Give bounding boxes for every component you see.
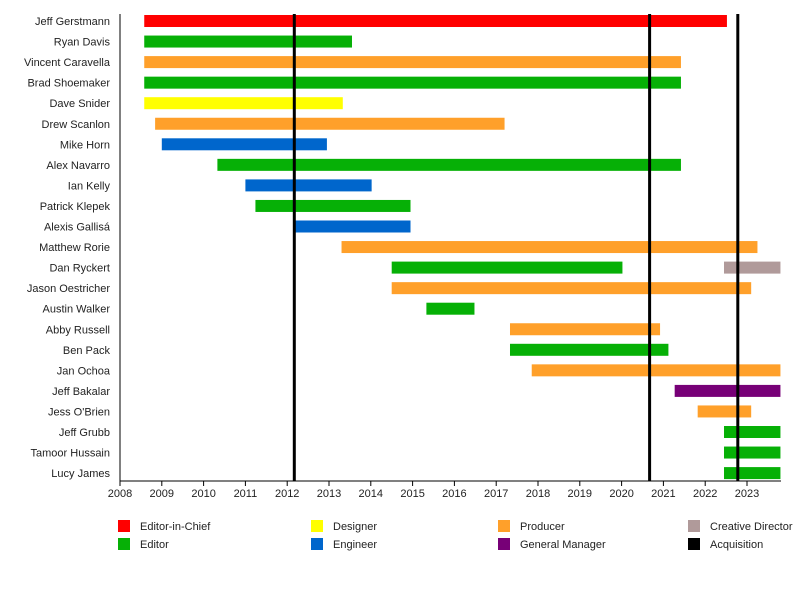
person-label: Patrick Klepek <box>40 201 111 213</box>
person-label: Jan Ochoa <box>57 365 111 377</box>
bar-editor <box>724 426 781 438</box>
legend-label: Producer <box>520 521 565 533</box>
person-label: Mike Horn <box>60 139 110 151</box>
bar-editor <box>144 35 352 48</box>
bar-engineer <box>161 138 327 151</box>
legend-swatch <box>311 520 323 532</box>
legend-swatch <box>688 538 700 550</box>
legend-swatch <box>118 520 130 532</box>
bar-editor <box>144 76 681 89</box>
x-tick-label: 2017 <box>484 488 508 500</box>
bar-editor <box>391 261 623 274</box>
person-label: Jason Oestricher <box>27 283 110 295</box>
x-tick-label: 2012 <box>275 488 299 500</box>
legend-label: Engineer <box>333 539 377 551</box>
legend-label: Editor-in-Chief <box>140 521 211 533</box>
bar-engineer <box>294 220 411 233</box>
x-tick-label: 2009 <box>150 488 174 500</box>
legend-label: General Manager <box>520 539 606 551</box>
person-label: Jeff Bakalar <box>52 386 110 398</box>
person-label: Jeff Grubb <box>59 427 110 439</box>
bar-producer <box>144 56 681 69</box>
bar-editor <box>217 158 681 171</box>
person-label: Drew Scanlon <box>42 119 110 131</box>
person-label: Tamoor Hussain <box>31 448 110 460</box>
person-label: Alexis Gallisá <box>44 222 111 234</box>
bar-producer <box>341 241 758 254</box>
person-label: Alex Navarro <box>46 160 110 172</box>
x-tick-label: 2015 <box>400 488 424 500</box>
bar-editor <box>426 302 475 315</box>
bar-producer <box>509 323 661 336</box>
person-label: Vincent Caravella <box>24 57 111 69</box>
legend-swatch <box>498 538 510 550</box>
x-tick-label: 2016 <box>442 488 466 500</box>
person-label: Lucy James <box>51 468 110 480</box>
bar-editor <box>724 467 781 480</box>
person-label: Dave Snider <box>49 98 110 110</box>
x-tick-label: 2011 <box>234 488 258 500</box>
x-tick-label: 2013 <box>317 488 341 500</box>
bar-producer <box>697 405 752 418</box>
legend-label: Creative Director <box>710 521 793 533</box>
bar-editor <box>724 446 781 459</box>
bar-editor-in-chief <box>144 15 727 27</box>
person-label: Dan Ryckert <box>49 263 110 275</box>
x-tick-label: 2022 <box>693 488 717 500</box>
x-tick-label: 2023 <box>735 488 759 500</box>
legend-swatch <box>688 520 700 532</box>
person-label: Austin Walker <box>43 304 111 316</box>
legend-swatch <box>118 538 130 550</box>
legend-label: Editor <box>140 539 169 551</box>
x-tick-label: 2020 <box>609 488 633 500</box>
bar-editor <box>255 199 411 212</box>
person-label: Matthew Rorie <box>39 242 110 254</box>
x-tick-label: 2018 <box>526 488 550 500</box>
bar-creative-director <box>724 261 781 274</box>
person-label: Jeff Gerstmann <box>35 16 110 28</box>
bar-producer <box>391 282 752 295</box>
x-tick-label: 2014 <box>359 488 383 500</box>
person-label: Abby Russell <box>46 324 110 336</box>
person-label: Ian Kelly <box>68 180 111 192</box>
bar-producer <box>155 117 505 130</box>
x-tick-label: 2019 <box>568 488 592 500</box>
person-label: Jess O'Brien <box>48 406 110 418</box>
person-label: Ben Pack <box>63 345 111 357</box>
bar-designer <box>144 97 343 110</box>
x-tick-label: 2008 <box>108 488 132 500</box>
bar-editor <box>509 343 669 356</box>
bar-general-manager <box>674 384 781 397</box>
legend-label: Acquisition <box>710 539 763 551</box>
person-label: Brad Shoemaker <box>27 78 110 90</box>
legend-swatch <box>498 520 510 532</box>
bar-engineer <box>245 179 372 192</box>
legend-swatch <box>311 538 323 550</box>
legend-label: Designer <box>333 521 377 533</box>
x-tick-label: 2010 <box>191 488 215 500</box>
person-label: Ryan Davis <box>54 37 111 49</box>
bar-producer <box>531 364 781 377</box>
x-tick-label: 2021 <box>651 488 675 500</box>
